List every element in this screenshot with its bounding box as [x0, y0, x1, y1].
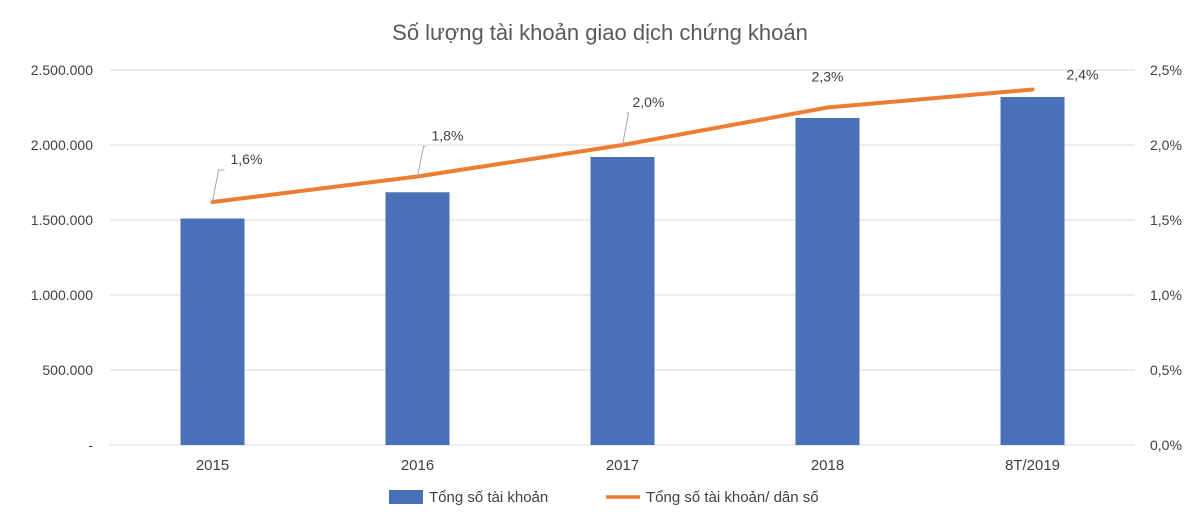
- right-axis: 0,0% 0,5% 1,0% 1,5% 2,0% 2,5%: [1150, 62, 1182, 453]
- x-tick-label: 2018: [811, 457, 844, 474]
- right-tick-label: 1,0%: [1150, 287, 1182, 303]
- left-tick-label: 2.500.000: [31, 62, 93, 78]
- bar-series: [180, 97, 1065, 445]
- bar: [180, 218, 245, 445]
- label-leader: [212, 169, 225, 203]
- bar: [1000, 97, 1065, 445]
- category-axis: 2015 2016 2017 2018 8T/2019: [196, 457, 1060, 474]
- right-tick-label: 0,5%: [1150, 362, 1182, 378]
- bar: [385, 192, 450, 445]
- data-label: 2,0%: [633, 94, 665, 110]
- legend: Tổng số tài khoản Tổng số tài khoản/ dân…: [389, 489, 819, 506]
- x-tick-label: 2016: [401, 457, 434, 474]
- right-tick-label: 2,5%: [1150, 62, 1182, 78]
- left-tick-label: 2.000.000: [31, 137, 93, 153]
- x-tick-label: 2015: [196, 457, 229, 474]
- data-label: 2,4%: [1067, 67, 1099, 83]
- chart-title: Số lượng tài khoản giao dịch chứng khoán: [392, 20, 808, 45]
- left-tick-label: 1.000.000: [31, 287, 93, 303]
- right-tick-label: 1,5%: [1150, 212, 1182, 228]
- legend-bar-swatch: [389, 490, 423, 504]
- right-tick-label: 2,0%: [1150, 137, 1182, 153]
- bar: [795, 118, 860, 445]
- x-tick-label: 8T/2019: [1005, 457, 1060, 474]
- label-leader: [417, 146, 426, 177]
- left-axis: - 500.000 1.000.000 1.500.000 2.000.000 2.500…: [31, 62, 94, 453]
- x-tick-label: 2017: [606, 457, 639, 474]
- left-tick-label: -: [88, 437, 93, 453]
- data-label: 2,3%: [812, 69, 844, 85]
- legend-line-label: Tổng số tài khoản/ dân số: [646, 489, 819, 506]
- right-tick-label: 0,0%: [1150, 437, 1182, 453]
- left-tick-label: 500.000: [42, 362, 93, 378]
- left-tick-label: 1.500.000: [31, 212, 93, 228]
- label-leader: [622, 112, 630, 146]
- data-label: 1,6%: [231, 151, 263, 167]
- bar: [590, 157, 655, 445]
- line-series: 1,6% 1,8% 2,0% 2,3% 2,4%: [210, 67, 1099, 204]
- legend-bar-label: Tổng số tài khoản: [429, 489, 548, 506]
- data-label: 1,8%: [432, 128, 464, 144]
